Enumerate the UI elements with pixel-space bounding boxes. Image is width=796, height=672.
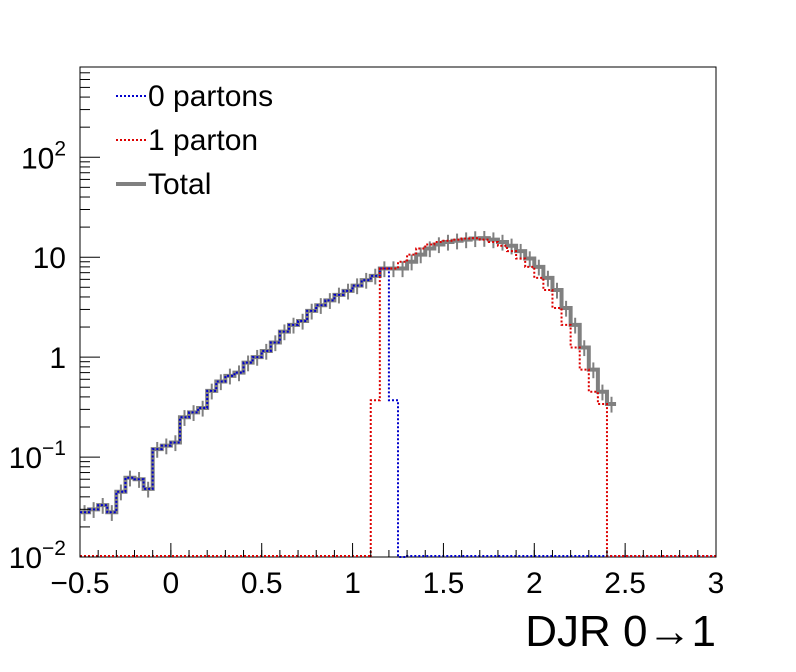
y-tick-exponent: 2 bbox=[54, 137, 66, 160]
x-tick-label: 0 bbox=[163, 567, 180, 600]
legend-label: Total bbox=[148, 168, 211, 201]
x-tick-label: 1 bbox=[344, 567, 361, 600]
plot-frame bbox=[79, 66, 717, 558]
y-tick-base: 10 bbox=[9, 442, 42, 475]
x-tick-label: 0.5 bbox=[241, 567, 283, 600]
series-layer bbox=[80, 230, 716, 558]
x-axis-title: DJR 0→1 bbox=[525, 607, 716, 656]
series-1-parton-line bbox=[369, 237, 716, 557]
x-tick-label: 3 bbox=[708, 567, 725, 600]
plot-frame-layer bbox=[79, 66, 717, 558]
x-tick-label: 2.5 bbox=[604, 567, 646, 600]
y-tick-base: 10 bbox=[9, 542, 42, 575]
legend: 0 partons 1 parton Total bbox=[116, 80, 273, 201]
y-tick-exponent: −1 bbox=[42, 437, 66, 460]
y-tick-base: 10 bbox=[21, 142, 54, 175]
x-tick-label: −0.5 bbox=[50, 567, 109, 600]
legend-label: 0 partons bbox=[148, 80, 273, 113]
y-tick-label: 10−2 bbox=[9, 537, 66, 575]
x-tick-label: 1.5 bbox=[423, 567, 465, 600]
legend-label: 1 parton bbox=[148, 124, 258, 157]
y-tick-label: 1 bbox=[49, 342, 66, 375]
series-total-line bbox=[80, 236, 617, 515]
y-tick-exponent: −2 bbox=[42, 537, 66, 560]
y-tick-label: 102 bbox=[21, 137, 66, 175]
x-tick-label: 2 bbox=[526, 567, 543, 600]
y-tick-label: 10 bbox=[33, 242, 66, 275]
y-tick-label: 10−1 bbox=[9, 437, 66, 475]
series-0-partons-line bbox=[80, 267, 716, 558]
